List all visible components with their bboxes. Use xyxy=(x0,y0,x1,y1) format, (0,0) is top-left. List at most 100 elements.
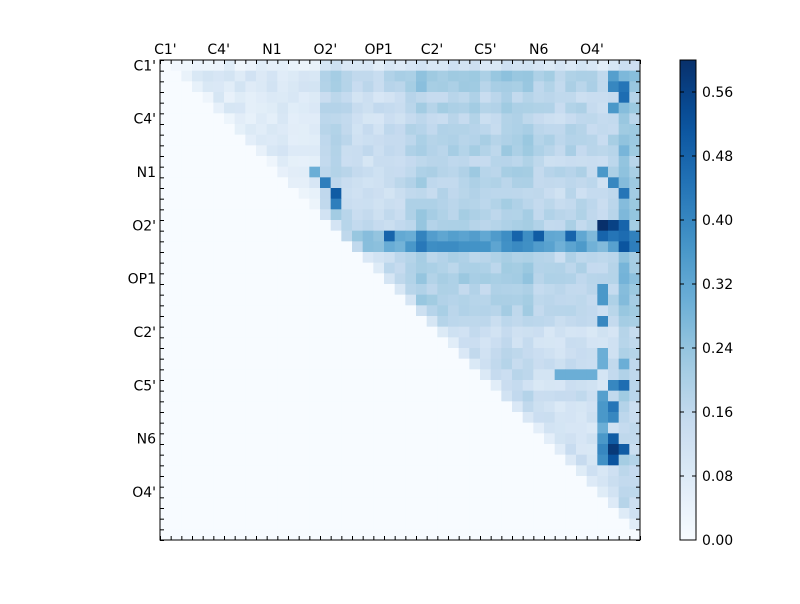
heatmap-cell xyxy=(437,134,449,146)
heatmap-cell xyxy=(394,220,406,232)
heatmap-cell xyxy=(512,188,524,200)
heatmap-cell xyxy=(298,92,310,104)
heatmap-cell xyxy=(608,465,620,477)
heatmap-cell xyxy=(512,230,524,242)
heatmap-cell xyxy=(298,390,310,402)
y-tick-label: OP1 xyxy=(128,272,156,288)
heatmap-cell xyxy=(160,124,172,136)
heatmap-cell xyxy=(245,380,257,392)
heatmap-cell xyxy=(629,476,641,488)
heatmap-cell xyxy=(181,220,193,232)
heatmap-cell xyxy=(256,369,268,381)
heatmap-cell xyxy=(565,508,577,520)
heatmap-cell xyxy=(544,401,556,413)
heatmap-cell xyxy=(320,252,332,264)
heatmap-cell xyxy=(565,220,577,232)
heatmap-cell xyxy=(320,145,332,157)
heatmap-cell xyxy=(256,412,268,424)
heatmap-cell xyxy=(512,252,524,264)
heatmap-cell xyxy=(480,433,492,445)
heatmap-cell xyxy=(426,465,438,477)
heatmap-cell xyxy=(288,369,300,381)
heatmap-cell xyxy=(202,273,214,285)
heatmap-cell xyxy=(330,60,342,72)
heatmap-cell xyxy=(160,508,172,520)
heatmap-cell xyxy=(160,134,172,146)
heatmap-cell xyxy=(224,326,236,338)
heatmap-cell xyxy=(160,369,172,381)
heatmap-cell xyxy=(490,486,502,498)
heatmap-cell xyxy=(437,60,449,72)
heatmap-cell xyxy=(181,145,193,157)
heatmap-cell xyxy=(394,241,406,253)
heatmap-cell xyxy=(522,102,534,114)
heatmap-cell xyxy=(469,348,481,360)
heatmap-cell xyxy=(266,241,278,253)
heatmap-cell xyxy=(362,476,374,488)
heatmap-cell xyxy=(373,92,385,104)
heatmap-cell xyxy=(480,380,492,392)
heatmap-cell xyxy=(384,529,396,541)
heatmap-cell xyxy=(384,358,396,370)
heatmap-cell xyxy=(554,209,566,221)
heatmap-cell xyxy=(618,529,630,541)
heatmap-cell xyxy=(373,337,385,349)
heatmap-cell xyxy=(362,486,374,498)
heatmap-cell xyxy=(170,198,182,210)
heatmap-cell xyxy=(490,508,502,520)
heatmap-cell xyxy=(213,518,225,530)
heatmap-cell xyxy=(544,316,556,328)
heatmap-cell xyxy=(490,476,502,488)
heatmap-cell xyxy=(384,294,396,306)
heatmap-cell xyxy=(608,273,620,285)
heatmap-cell xyxy=(277,102,289,114)
heatmap-cell xyxy=(597,444,609,456)
heatmap-cell xyxy=(373,102,385,114)
heatmap-cell xyxy=(554,316,566,328)
heatmap-cell xyxy=(426,476,438,488)
heatmap-cell xyxy=(394,508,406,520)
heatmap-cell xyxy=(202,454,214,466)
heatmap-cell xyxy=(490,497,502,509)
heatmap-cell xyxy=(597,465,609,477)
heatmap-cell xyxy=(192,476,204,488)
heatmap-cell xyxy=(597,508,609,520)
heatmap-cell xyxy=(224,401,236,413)
heatmap-cell xyxy=(362,188,374,200)
heatmap-cell xyxy=(458,198,470,210)
heatmap-cell xyxy=(586,209,598,221)
heatmap-cell xyxy=(330,92,342,104)
heatmap-cell xyxy=(309,284,321,296)
heatmap-cell xyxy=(181,166,193,178)
heatmap-cell xyxy=(170,444,182,456)
heatmap-cell xyxy=(480,113,492,125)
heatmap-cell xyxy=(330,209,342,221)
x-tick-label: C2' xyxy=(421,42,444,58)
heatmap-cell xyxy=(352,284,364,296)
heatmap-cell xyxy=(245,188,257,200)
heatmap-cell xyxy=(170,518,182,530)
heatmap-cell xyxy=(501,380,513,392)
heatmap-cell xyxy=(160,380,172,392)
heatmap-cell xyxy=(192,102,204,114)
heatmap-cell xyxy=(309,241,321,253)
colorbar-tick-label: 0.40 xyxy=(702,213,733,229)
heatmap-cell xyxy=(522,145,534,157)
heatmap-cell xyxy=(234,390,246,402)
heatmap-cell xyxy=(394,465,406,477)
heatmap-cell xyxy=(394,454,406,466)
heatmap-cell xyxy=(181,444,193,456)
heatmap-cell xyxy=(245,358,257,370)
heatmap-cell xyxy=(394,81,406,93)
heatmap-cell xyxy=(426,177,438,189)
heatmap-cell xyxy=(330,156,342,168)
heatmap-cell xyxy=(245,166,257,178)
heatmap-cell xyxy=(565,124,577,136)
y-tick-label: C1' xyxy=(133,58,156,74)
heatmap-cell xyxy=(160,241,172,253)
heatmap-cell xyxy=(352,209,364,221)
heatmap-cell xyxy=(320,508,332,520)
heatmap-cell xyxy=(426,220,438,232)
heatmap-cell xyxy=(629,529,641,541)
